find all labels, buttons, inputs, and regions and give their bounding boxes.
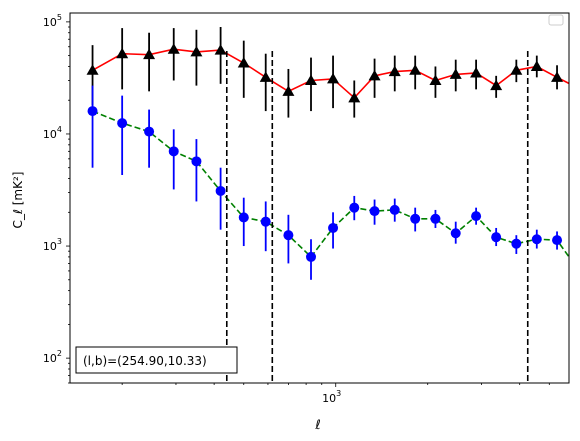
annotation-box: (l,b)=(254.90,10.33) [75,346,238,374]
x-axis-label: ℓ [314,418,320,433]
marker-s1-19 [511,238,522,249]
marker-s1-17 [471,211,482,222]
marker-s0-21 [551,71,564,82]
y-tick-label: 103 [43,237,62,253]
vertical-reference-lines [225,50,529,383]
marker-s0-2 [143,48,156,60]
marker-s1-9 [306,251,317,262]
marker-s0-10 [327,72,340,84]
y-tick-label: 105 [43,13,62,29]
marker-s1-3 [168,146,179,157]
marker-s1-20 [531,234,542,245]
marker-s1-6 [238,212,249,223]
marker-s0-15 [429,74,442,85]
marker-s1-5 [215,185,226,196]
marker-s1-21 [552,235,563,246]
marker-s1-16 [450,228,461,239]
marker-s0-11 [348,91,361,103]
y-tick-label: 102 [43,349,62,365]
annotation-text: (l,b)=(254.90,10.33) [83,354,207,368]
marker-s1-0 [87,106,98,117]
marker-s1-18 [491,232,502,243]
marker-s0-8 [282,85,295,96]
marker-s1-8 [283,230,294,241]
marker-s1-10 [328,222,339,233]
marker-s0-3 [167,43,180,54]
marker-s1-15 [430,213,441,224]
marker-s1-4 [191,156,202,167]
ticks: 102 103 104 105 103 [43,13,550,405]
marker-s0-9 [305,74,318,85]
marker-s0-7 [259,71,272,82]
marker-s0-17 [470,66,483,78]
marker-s0-5 [214,44,227,55]
marker-s0-6 [237,56,250,68]
marker-s0-20 [530,60,543,71]
marker-s1-12 [369,206,380,217]
axes [69,12,570,384]
marker-s0-14 [409,64,422,75]
marker-s0-1 [116,47,129,59]
plot-frame [69,12,570,384]
marker-s0-0 [86,64,99,75]
marker-s1-1 [117,118,128,129]
x-tick-label: 103 [322,389,341,405]
marker-s1-13 [389,204,400,215]
marker-s0-16 [449,68,462,79]
marker-s0-4 [190,45,203,57]
error-bars [91,27,558,280]
marker-s0-18 [490,79,503,91]
marker-s1-2 [144,126,155,137]
marker-s0-19 [510,64,523,75]
legend-box [548,14,564,26]
marker-s1-7 [260,216,271,227]
data-markers [86,43,564,262]
marker-s0-12 [368,69,381,81]
y-tick-label: 104 [43,125,62,141]
marker-s0-13 [388,65,401,77]
marker-s1-14 [410,213,421,224]
marker-s1-11 [349,202,360,213]
y-axis-label: C_ℓ [mK²] [11,172,25,229]
